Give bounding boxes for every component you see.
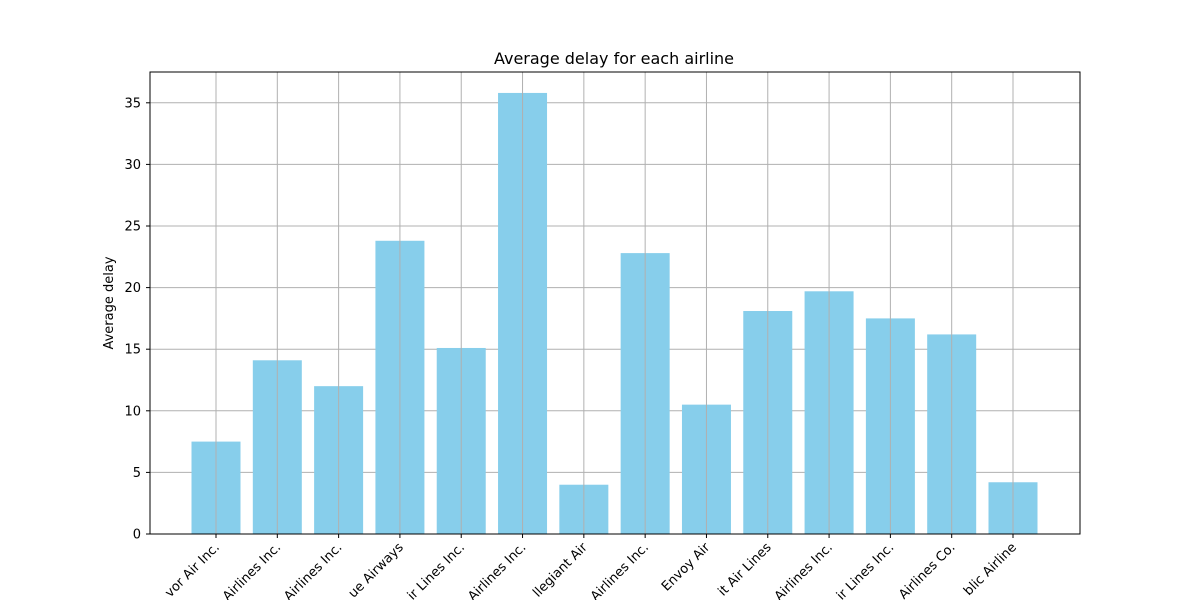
- x-tick-label: ue Airways: [346, 540, 407, 600]
- y-tick-label: 20: [124, 281, 141, 296]
- x-tick-label: Airlines Inc.: [281, 540, 345, 600]
- plot-area-frame: [149, 71, 1081, 535]
- y-tick-label: 35: [124, 96, 141, 111]
- bars: [191, 92, 1038, 534]
- grid-lines: [150, 102, 1080, 535]
- y-axis-label: Average delay: [102, 256, 117, 349]
- x-axis-ticks: vor Air Inc.Airlines Inc.Airlines Inc. ue…: [162, 534, 1020, 600]
- x-tick-label: Airlines Inc.: [220, 540, 284, 600]
- x-tick-label: blic Airline: [961, 540, 1020, 599]
- x-tick-label: ir Lines Inc.: [405, 540, 468, 600]
- y-tick-label: 25: [124, 220, 141, 235]
- x-tick-label: vor Air Inc.: [162, 540, 222, 600]
- chart-title: Average delay for each airline: [494, 49, 734, 68]
- x-tick-label: Airlines Inc.: [465, 540, 529, 600]
- y-tick-label: 0: [133, 528, 141, 543]
- x-tick-label: Airlines Co.: [896, 540, 958, 600]
- x-tick-label: it Air Lines: [715, 540, 774, 599]
- vertical-grid-lines: [215, 72, 1014, 534]
- x-tick-label: Airlines Inc.: [772, 540, 836, 600]
- y-tick-label: 5: [133, 466, 141, 481]
- x-tick-label: llegiant Air: [530, 540, 591, 600]
- y-tick-label: 10: [124, 404, 141, 419]
- y-tick-label: 15: [124, 343, 141, 358]
- y-axis-ticks: 0 5 10 15 20 25 30 35: [124, 96, 150, 543]
- y-tick-label: 30: [124, 158, 141, 173]
- x-tick-label: Airlines Inc.: [588, 540, 652, 600]
- x-tick-label: Envoy Air: [659, 540, 714, 595]
- x-tick-label: ir Lines Inc.: [834, 540, 897, 600]
